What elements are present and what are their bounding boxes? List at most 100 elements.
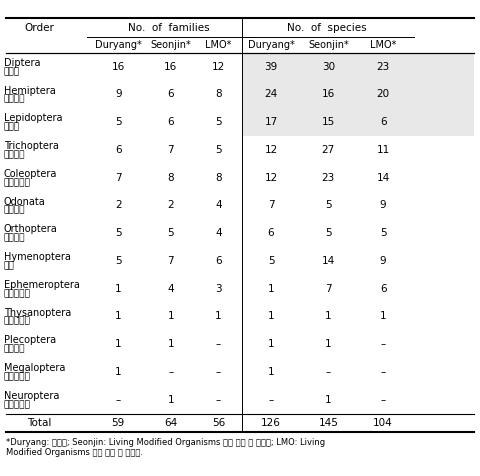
Text: 5: 5	[325, 200, 332, 210]
Text: –: –	[268, 395, 274, 405]
Text: 뱀잠자리목: 뱀잠자리목	[4, 372, 31, 381]
Text: 23: 23	[322, 173, 335, 183]
Text: 56: 56	[212, 418, 225, 428]
Bar	[242, 80, 474, 109]
Text: 126: 126	[261, 418, 281, 428]
Text: 5: 5	[115, 228, 121, 238]
Text: 145: 145	[318, 418, 338, 428]
Text: 1: 1	[380, 311, 386, 321]
Text: 7: 7	[115, 173, 121, 183]
Text: Neuroptera: Neuroptera	[4, 391, 59, 401]
Text: 5: 5	[380, 228, 386, 238]
Text: 8: 8	[168, 173, 174, 183]
Text: Megaloptera: Megaloptera	[4, 363, 65, 373]
Text: 5: 5	[115, 117, 121, 127]
Text: 6: 6	[380, 117, 386, 127]
Text: 2: 2	[168, 200, 174, 210]
Text: 7: 7	[268, 200, 275, 210]
Text: Ephemeroptera: Ephemeroptera	[4, 280, 80, 290]
Text: 1: 1	[268, 311, 275, 321]
Text: 강도래목: 강도래목	[4, 345, 25, 353]
Text: Seonjin*: Seonjin*	[150, 40, 191, 50]
Text: 하루살이목: 하루살이목	[4, 289, 31, 298]
Text: Hymenoptera: Hymenoptera	[4, 252, 71, 262]
Text: –: –	[381, 339, 386, 349]
Text: –: –	[381, 395, 386, 405]
Text: 12: 12	[264, 173, 277, 183]
Text: 1: 1	[325, 339, 332, 349]
Text: 1: 1	[168, 395, 174, 405]
Text: 1: 1	[115, 311, 121, 321]
Text: 9: 9	[380, 200, 386, 210]
Bar	[242, 109, 474, 136]
Text: 5: 5	[215, 145, 222, 155]
Text: 24: 24	[264, 89, 277, 99]
Text: 2: 2	[115, 200, 121, 210]
Text: –: –	[216, 367, 221, 377]
Text: –: –	[325, 367, 331, 377]
Text: Duryang*: Duryang*	[95, 40, 142, 50]
Text: 1: 1	[325, 311, 332, 321]
Text: 39: 39	[264, 62, 277, 72]
Text: 5: 5	[115, 256, 121, 266]
Text: 59: 59	[112, 418, 125, 428]
Text: 12: 12	[264, 145, 277, 155]
Text: Hemiptera: Hemiptera	[4, 86, 56, 96]
Text: 20: 20	[377, 89, 390, 99]
Text: 메뚜기목: 메뚜기목	[4, 233, 25, 242]
Text: LMO*: LMO*	[205, 40, 232, 50]
Text: 1: 1	[268, 339, 275, 349]
Text: 6: 6	[215, 256, 222, 266]
Text: Odonata: Odonata	[4, 197, 46, 207]
Text: 총채벌레목: 총채벌레목	[4, 317, 31, 326]
Text: 잠자리목: 잠자리목	[4, 206, 25, 215]
Text: 5: 5	[268, 256, 275, 266]
Bar	[242, 53, 474, 80]
Text: 1: 1	[268, 284, 275, 294]
Text: 5: 5	[215, 117, 222, 127]
Text: 7: 7	[168, 256, 174, 266]
Text: 9: 9	[115, 89, 121, 99]
Text: 6: 6	[168, 89, 174, 99]
Text: 12: 12	[212, 62, 225, 72]
Text: 7: 7	[168, 145, 174, 155]
Text: 4: 4	[215, 200, 222, 210]
Text: 풀잠자리목: 풀잠자리목	[4, 400, 31, 409]
Text: 1: 1	[115, 367, 121, 377]
Text: 1: 1	[115, 339, 121, 349]
Text: 30: 30	[322, 62, 335, 72]
Text: 4: 4	[215, 228, 222, 238]
Text: 7: 7	[325, 284, 332, 294]
Text: –: –	[216, 395, 221, 405]
Text: 23: 23	[376, 62, 390, 72]
Text: 딱정벌레목: 딱정벌레목	[4, 178, 31, 187]
Text: Coleoptera: Coleoptera	[4, 169, 57, 179]
Text: 1: 1	[268, 367, 275, 377]
Text: 노린재목: 노린재목	[4, 95, 25, 104]
Text: 5: 5	[325, 228, 332, 238]
Text: Orthoptera: Orthoptera	[4, 224, 58, 234]
Text: 6: 6	[115, 145, 121, 155]
Text: 1: 1	[168, 311, 174, 321]
Text: 9: 9	[380, 256, 386, 266]
Text: 6: 6	[268, 228, 275, 238]
Text: Thysanoptera: Thysanoptera	[4, 307, 71, 317]
Text: 파리목: 파리목	[4, 67, 20, 76]
Text: 벌목: 벌목	[4, 261, 14, 270]
Text: 16: 16	[322, 89, 335, 99]
Text: 1: 1	[168, 339, 174, 349]
Text: 6: 6	[380, 284, 386, 294]
Text: 17: 17	[264, 117, 277, 127]
Text: *Duryang: 일반벼; Seonjin: Living Modified Organisms 격리 포장 내 일반벼; LMO: Living
Modif: *Duryang: 일반벼; Seonjin: Living Modified …	[6, 438, 325, 457]
Text: Order: Order	[24, 23, 55, 33]
Text: No.  of  families: No. of families	[128, 23, 209, 33]
Text: 64: 64	[164, 418, 178, 428]
Text: 6: 6	[168, 117, 174, 127]
Text: 나비목: 나비목	[4, 122, 20, 131]
Text: Seonjin*: Seonjin*	[308, 40, 348, 50]
Text: Plecoptera: Plecoptera	[4, 335, 56, 345]
Text: Lepidoptera: Lepidoptera	[4, 113, 62, 123]
Text: LMO*: LMO*	[370, 40, 396, 50]
Text: 27: 27	[322, 145, 335, 155]
Text: 5: 5	[168, 228, 174, 238]
